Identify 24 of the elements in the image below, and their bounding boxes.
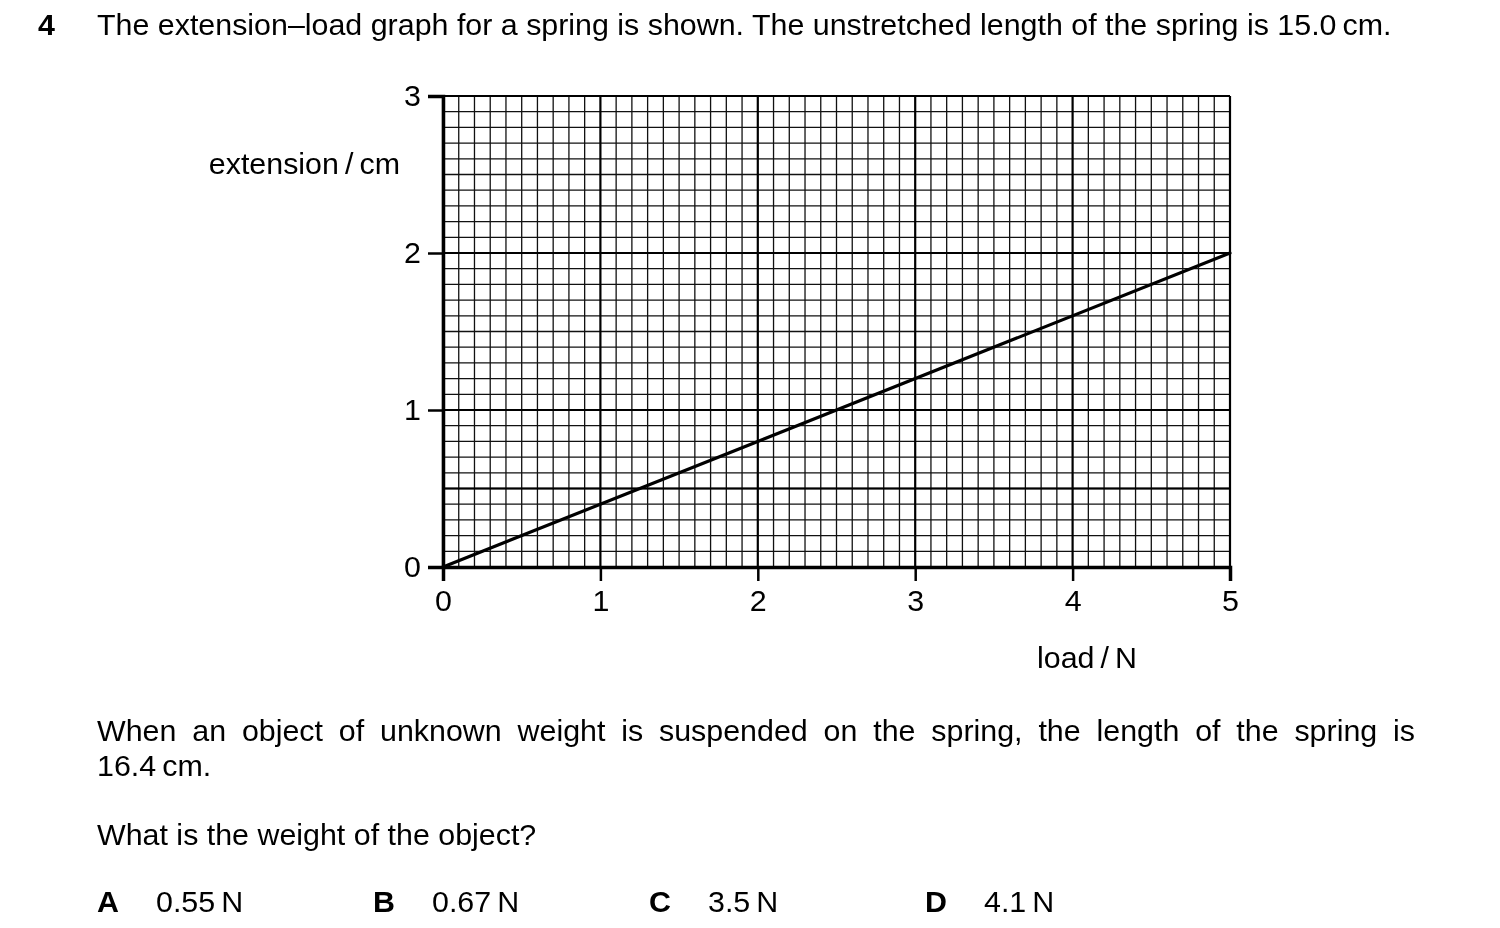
x-tick-label: 1 [592,582,610,617]
x-tick-label: 0 [435,582,452,617]
text: What is the weight of the object? [97,817,537,852]
text: 3.5 N [708,884,779,919]
text: 4.1 N [984,884,1055,919]
text: D [925,884,947,919]
y-tick-label: 3 [404,78,421,113]
text: 0.55 N [156,884,244,919]
x-tick-label: 3 [907,582,925,617]
x-tick-label: 5 [1222,582,1239,617]
y-axis-title: extension / cm [208,146,400,180]
text: C [649,884,671,919]
text: When an object of unknown weight is suspended on the spring, the length of the spring is 16.4 cm. [97,713,1415,783]
text: 4 [38,7,55,42]
text: A [97,884,119,919]
text: B [373,884,395,919]
x-axis-title: load / N [1036,640,1138,674]
x-tick-label: 2 [749,582,767,617]
text: 0.67 N [432,884,520,919]
chart-title: The extension–load graph for a spring is shown. The unstretched length of the spring is 15.0 cm. [97,7,1392,42]
x-tick-label: 4 [1064,582,1082,617]
y-tick-label: 0 [404,549,421,584]
y-tick-label: 1 [404,392,421,427]
y-tick-label: 2 [404,235,421,270]
